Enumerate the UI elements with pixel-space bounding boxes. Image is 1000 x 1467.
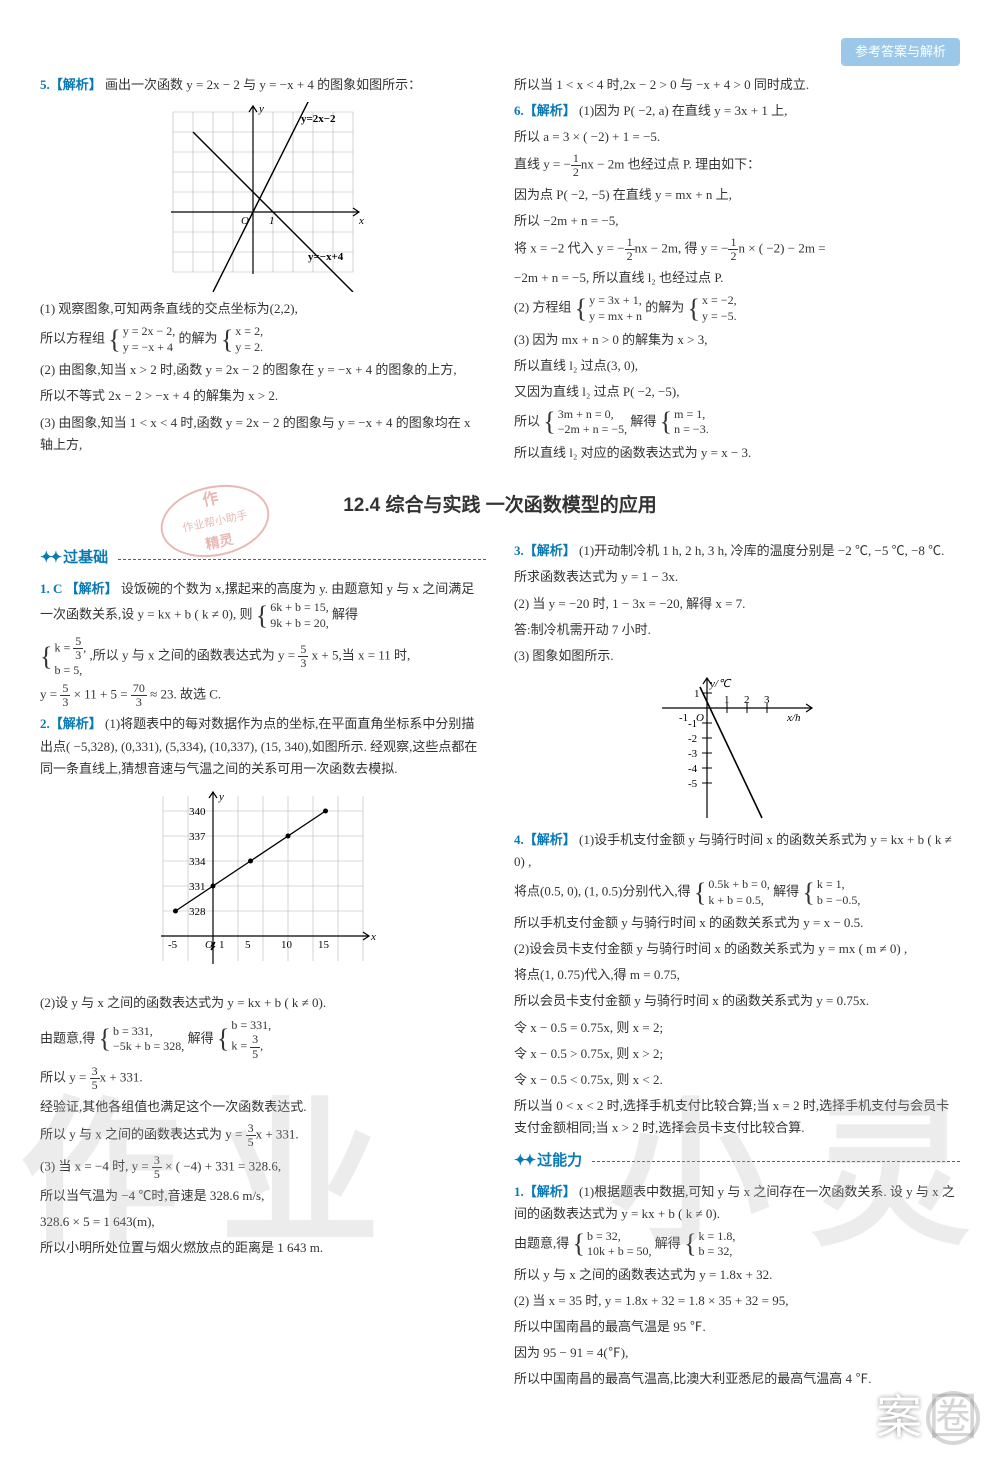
svg-text:15: 15 bbox=[318, 939, 330, 951]
q4-l5: 将点(1, 0.75)代入,得 m = 0.75, bbox=[514, 964, 960, 986]
chart1-l2: y=−x+4 bbox=[308, 251, 344, 263]
q5-p2a: 所以方程组 bbox=[40, 331, 105, 346]
svg-text:-4: -4 bbox=[688, 763, 698, 775]
svg-text:x: x bbox=[370, 931, 376, 943]
q3-l5: (3) 图象如图所示. bbox=[514, 645, 960, 667]
chart-1: y x O 1 y=2x−2 y=−x+4 bbox=[153, 102, 373, 292]
q6-l5: 所以 −2m + n = −5, bbox=[514, 210, 960, 232]
page: 参考答案与解析 作 作业帮小助手 精灵 5.【解析】 画出一次函数 y = 2x… bbox=[0, 0, 1000, 1467]
col-right-top: 所以当 1 < x < 4 时,2x − 2 > 0 与 −x + 4 > 0 … bbox=[514, 70, 960, 468]
q4-l10: 所以当 0 < x < 2 时,选择手机支付比较合算;当 x = 2 时,选择手… bbox=[514, 1095, 960, 1139]
q5-sys2: {x = 2,y = 2. bbox=[221, 324, 263, 355]
svg-text:10: 10 bbox=[281, 939, 293, 951]
svg-text:-3: -3 bbox=[688, 748, 698, 760]
q2-l8: 所以当气温为 −4 ℃时,音速是 328.6 m/s, bbox=[40, 1185, 486, 1207]
col-left-top: 5.【解析】 画出一次函数 y = 2x − 2 与 y = −x + 4 的图… bbox=[40, 70, 486, 468]
g1-l4: (2) 当 x = 35 时, y = 1.8x + 32 = 1.8 × 35… bbox=[514, 1290, 960, 1312]
q5-p2b: 的解为 bbox=[179, 331, 218, 346]
q6-head: 6.【解析】 bbox=[514, 103, 576, 118]
r1: 所以当 1 < x < 4 时,2x − 2 > 0 与 −x + 4 > 0 … bbox=[514, 74, 960, 96]
g1-head: 1.【解析】 bbox=[514, 1184, 576, 1199]
q5-p1: (1) 观察图象,可知两条直线的交点坐标为(2,2), bbox=[40, 298, 486, 320]
q6-l9: (3) 因为 mx + n > 0 的解集为 x > 3, bbox=[514, 329, 960, 351]
q2-l10: 所以小明所处位置与烟火燃放点的距离是 1 643 m. bbox=[40, 1237, 486, 1259]
svg-text:2: 2 bbox=[744, 694, 750, 706]
chart-3: y/℃ x/h O -1 1 2 3 1 -1 -2 -3 -4 -5 bbox=[652, 673, 822, 823]
q4-l7: 令 x − 0.5 = 0.75x, 则 x = 2; bbox=[514, 1017, 960, 1039]
subhead-basic: 过基础 bbox=[40, 546, 486, 572]
q2-l5: 经验证,其他各组值也满足这个一次函数表达式. bbox=[40, 1096, 486, 1118]
svg-text:5: 5 bbox=[245, 939, 251, 951]
q4-l8: 令 x − 0.5 > 0.75x, 则 x > 2; bbox=[514, 1043, 960, 1065]
svg-text:-1: -1 bbox=[679, 712, 688, 724]
col-right-bottom: 3.【解析】 (1)开动制冷机 1 h, 2 h, 3 h, 冷库的温度分别是 … bbox=[514, 536, 960, 1394]
svg-text:1: 1 bbox=[219, 939, 225, 951]
q6-l4: 因为点 P( −2, −5) 在直线 y = mx + n 上, bbox=[514, 184, 960, 206]
g1-l6: 因为 95 − 91 = 4(℉), bbox=[514, 1342, 960, 1364]
q5-p3: (2) 由图象,知当 x > 2 时,函数 y = 2x − 2 的图象在 y … bbox=[40, 359, 486, 381]
chart1-x1: 1 bbox=[269, 215, 275, 227]
svg-text:337: 337 bbox=[189, 831, 206, 843]
q1-head: 1. C 【解析】 bbox=[40, 581, 118, 596]
q4-l4: (2)设会员卡支付金额 y 与骑行时间 x 的函数关系式为 y = mx ( m… bbox=[514, 938, 960, 960]
svg-text:340: 340 bbox=[189, 806, 206, 818]
svg-text:O: O bbox=[205, 939, 213, 951]
svg-text:1: 1 bbox=[694, 688, 700, 700]
svg-text:y/℃: y/℃ bbox=[709, 678, 732, 690]
g1-l7: 所以中国南昌的最高气温高,比澳大利亚悉尼的最高气温高 4 ℉. bbox=[514, 1368, 960, 1390]
chart1-o-label: O bbox=[241, 215, 249, 227]
svg-text:331: 331 bbox=[189, 881, 206, 893]
svg-text:y: y bbox=[218, 791, 224, 803]
q3-l2: 所求函数表达式为 y = 1 − 3x. bbox=[514, 566, 960, 588]
q6-l13: 所以直线 l₂ 对应的函数表达式为 y = x − 3. bbox=[514, 442, 960, 464]
q4-l6: 所以会员卡支付金额 y 与骑行时间 x 的函数关系式为 y = 0.75x. bbox=[514, 990, 960, 1012]
q5-p4: 所以不等式 2x − 2 > −x + 4 的解集为 x > 2. bbox=[40, 385, 486, 407]
q5-p5: (3) 由图象,知当 1 < x < 4 时,函数 y = 2x − 2 的图象… bbox=[40, 412, 486, 456]
svg-text:x/h: x/h bbox=[786, 712, 801, 724]
svg-text:334: 334 bbox=[189, 856, 206, 868]
q5-head: 5.【解析】 bbox=[40, 77, 102, 92]
q6-l7: −2m + n = −5, 所以直线 l₂ 也经过点 P. bbox=[514, 267, 960, 289]
q6-l2: 所以 a = 3 × ( −2) + 1 = −5. bbox=[514, 126, 960, 148]
g1-l3: 所以 y 与 x 之间的函数表达式为 y = 1.8x + 32. bbox=[514, 1264, 960, 1286]
g1-l5: 所以中国南昌的最高气温是 95 ℉. bbox=[514, 1316, 960, 1338]
q3-l4: 答:制冷机需开动 7 小时. bbox=[514, 619, 960, 641]
q3-l3: (2) 当 y = −20 时, 1 − 3x = −20, 解得 x = 7. bbox=[514, 593, 960, 615]
svg-text:1: 1 bbox=[724, 694, 730, 706]
subhead-ability: 过能力 bbox=[514, 1149, 960, 1175]
bottom-columns: 过基础 1. C 【解析】 设饭碗的个数为 x,摞起来的高度为 y. 由题意知 … bbox=[40, 536, 960, 1394]
q5-l1: 画出一次函数 y = 2x − 2 与 y = −x + 4 的图象如图所示： bbox=[105, 77, 421, 92]
col-left-bottom: 过基础 1. C 【解析】 设饭碗的个数为 x,摞起来的高度为 y. 由题意知 … bbox=[40, 536, 486, 1394]
chart1-y-label: y bbox=[258, 103, 264, 115]
top-columns: 5.【解析】 画出一次函数 y = 2x − 2 与 y = −x + 4 的图… bbox=[40, 70, 960, 468]
q5-sys1: {y = 2x − 2,y = −x + 4 bbox=[108, 324, 175, 355]
q4-l3: 所以手机支付金额 y 与骑行时间 x 的函数关系式为 y = x − 0.5. bbox=[514, 912, 960, 934]
svg-text:-1: -1 bbox=[688, 718, 697, 730]
q3-head: 3.【解析】 bbox=[514, 543, 576, 558]
svg-text:-5: -5 bbox=[688, 778, 698, 790]
svg-text:O: O bbox=[696, 712, 704, 724]
q6-l11: 又因为直线 l₂ 过点 P( −2, −5), bbox=[514, 381, 960, 403]
svg-text:-5: -5 bbox=[168, 939, 178, 951]
q4-l9: 令 x − 0.5 < 0.75x, 则 x < 2. bbox=[514, 1069, 960, 1091]
q4-head: 4.【解析】 bbox=[514, 832, 576, 847]
chart-2: -5 O 1 5 10 15 328 331 334 337 340 y x bbox=[133, 786, 393, 986]
svg-text:-2: -2 bbox=[688, 733, 697, 745]
svg-text:3: 3 bbox=[764, 694, 770, 706]
svg-text:328: 328 bbox=[189, 906, 206, 918]
section-title: 12.4 综合与实践 一次函数模型的应用 bbox=[40, 490, 960, 522]
chart1-l1: y=2x−2 bbox=[301, 113, 336, 125]
q2-l2a: (2)设 y 与 x 之间的函数表达式为 y = kx + b ( k ≠ 0)… bbox=[40, 992, 486, 1014]
q2-l9: 328.6 × 5 = 1 643(m), bbox=[40, 1211, 486, 1233]
q2-head: 2.【解析】 bbox=[40, 716, 102, 731]
q6-l10: 所以直线 l₂ 过点(3, 0), bbox=[514, 355, 960, 377]
header-tab: 参考答案与解析 bbox=[841, 38, 960, 66]
chart1-x-label: x bbox=[358, 215, 364, 227]
